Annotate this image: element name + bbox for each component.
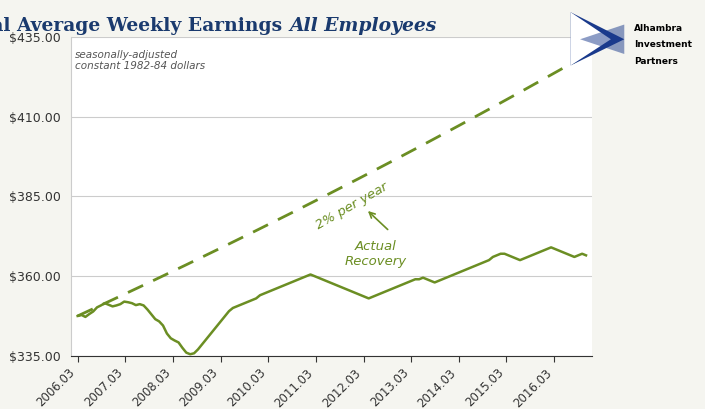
Text: Real Average Weekly Earnings: Real Average Weekly Earnings (0, 17, 289, 35)
Text: 2% per year: 2% per year (313, 180, 390, 232)
Polygon shape (580, 25, 625, 54)
Text: Alhambra: Alhambra (634, 24, 682, 33)
Polygon shape (571, 12, 611, 65)
Text: Investment: Investment (634, 40, 692, 49)
Text: seasonally-adjusted: seasonally-adjusted (75, 49, 178, 60)
Polygon shape (571, 12, 625, 65)
Text: All Employees: All Employees (289, 17, 436, 35)
Text: constant 1982-84 dollars: constant 1982-84 dollars (75, 61, 205, 71)
Text: Actual
Recovery: Actual Recovery (344, 240, 407, 268)
Text: Partners: Partners (634, 57, 678, 66)
